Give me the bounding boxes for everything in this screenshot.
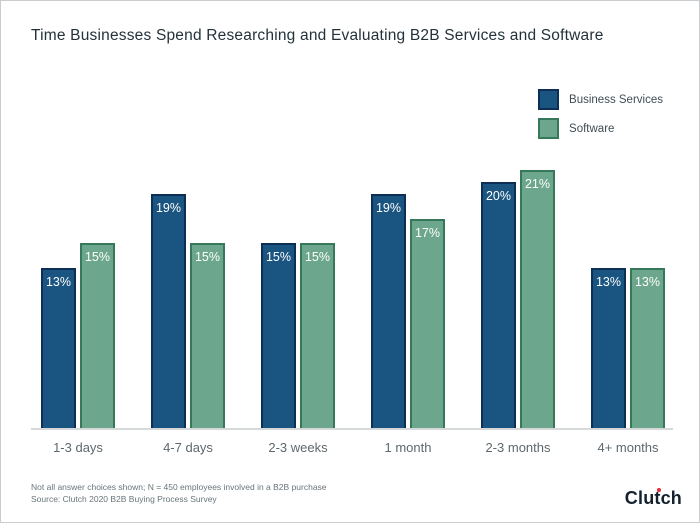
bar-business-services-2-3-months: 20% — [481, 182, 516, 428]
footnote: Not all answer choices shown; N = 450 em… — [31, 481, 327, 505]
bar-group-2-3-weeks: 15% 15% 2-3 weeks — [243, 57, 353, 455]
bar-value-label: 19% — [155, 201, 182, 215]
bar-value-label: 13% — [45, 275, 72, 289]
bar-business-services-1-month: 19% — [371, 194, 406, 428]
bar-business-services-4-7-days: 19% — [151, 194, 186, 428]
bar-software-1-month: 17% — [410, 219, 445, 428]
plot-area: 13% 15% 1-3 days 19% 15% 4-7 days 15% 15% 2-3 we… — [31, 57, 673, 455]
bar-pair-1-month: 19% 17% — [353, 194, 463, 428]
bar-software-2-3-months: 21% — [520, 170, 555, 428]
legend: Business Services Software — [538, 89, 663, 139]
bar-group-1-month: 19% 17% 1 month — [353, 57, 463, 455]
bar-value-label: 15% — [304, 250, 331, 264]
legend-label-business-services: Business Services — [569, 93, 663, 106]
bar-value-label: 20% — [485, 189, 512, 203]
clutch-logo-text: Clutch — [624, 488, 682, 508]
bar-software-2-3-weeks: 15% — [300, 243, 335, 428]
x-axis-label-4-months: 4+ months — [597, 440, 659, 455]
bar-business-services-1-3-days: 13% — [41, 268, 76, 428]
footnote-line-1: Not all answer choices shown; N = 450 em… — [31, 482, 327, 492]
legend-swatch-business-services-icon — [538, 89, 560, 110]
bar-value-label: 13% — [595, 275, 622, 289]
bar-software-4-7-days: 15% — [190, 243, 225, 428]
bar-software-4-months: 13% — [630, 268, 665, 428]
bar-value-label: 21% — [524, 177, 551, 191]
clutch-logo-dot-icon — [656, 488, 661, 492]
bar-pair-2-3-months: 20% 21% — [463, 170, 573, 428]
x-axis-label-2-3-weeks: 2-3 weeks — [268, 440, 328, 455]
bar-software-1-3-days: 15% — [80, 243, 115, 428]
bar-value-label: 19% — [375, 201, 402, 215]
x-axis-label-1-month: 1 month — [384, 440, 432, 455]
bar-value-label: 15% — [194, 250, 221, 264]
bar-value-label: 17% — [414, 226, 441, 240]
bar-pair-1-3-days: 13% 15% — [23, 243, 133, 428]
clutch-logo: Clutch — [625, 488, 682, 509]
legend-label-software: Software — [569, 122, 615, 135]
bar-value-label: 13% — [634, 275, 661, 289]
bar-pair-2-3-weeks: 15% 15% — [243, 243, 353, 428]
bar-pair-4-7-days: 19% 15% — [133, 194, 243, 428]
chart-title: Time Businesses Spend Researching and Ev… — [31, 27, 604, 44]
bar-group-2-3-months: 20% 21% 2-3 months — [463, 57, 573, 455]
x-axis-line — [31, 428, 673, 430]
legend-swatch-software-icon — [538, 118, 560, 139]
x-axis-label-1-3-days: 1-3 days — [53, 440, 103, 455]
bar-group-1-3-days: 13% 15% 1-3 days — [23, 57, 133, 455]
bar-group-4-months: 13% 13% 4+ months — [573, 57, 683, 455]
bar-value-label: 15% — [265, 250, 292, 264]
bar-pair-4-months: 13% 13% — [573, 268, 683, 428]
bar-value-label: 15% — [84, 250, 111, 264]
legend-item-business-services: Business Services — [538, 89, 663, 110]
bar-business-services-2-3-weeks: 15% — [261, 243, 296, 428]
bar-business-services-4-months: 13% — [591, 268, 626, 428]
footnote-line-2: Source: Clutch 2020 B2B Buying Process S… — [31, 494, 217, 504]
legend-item-software: Software — [538, 118, 663, 139]
x-axis-label-4-7-days: 4-7 days — [163, 440, 213, 455]
bar-group-4-7-days: 19% 15% 4-7 days — [133, 57, 243, 455]
x-axis-label-2-3-months: 2-3 months — [485, 440, 551, 455]
